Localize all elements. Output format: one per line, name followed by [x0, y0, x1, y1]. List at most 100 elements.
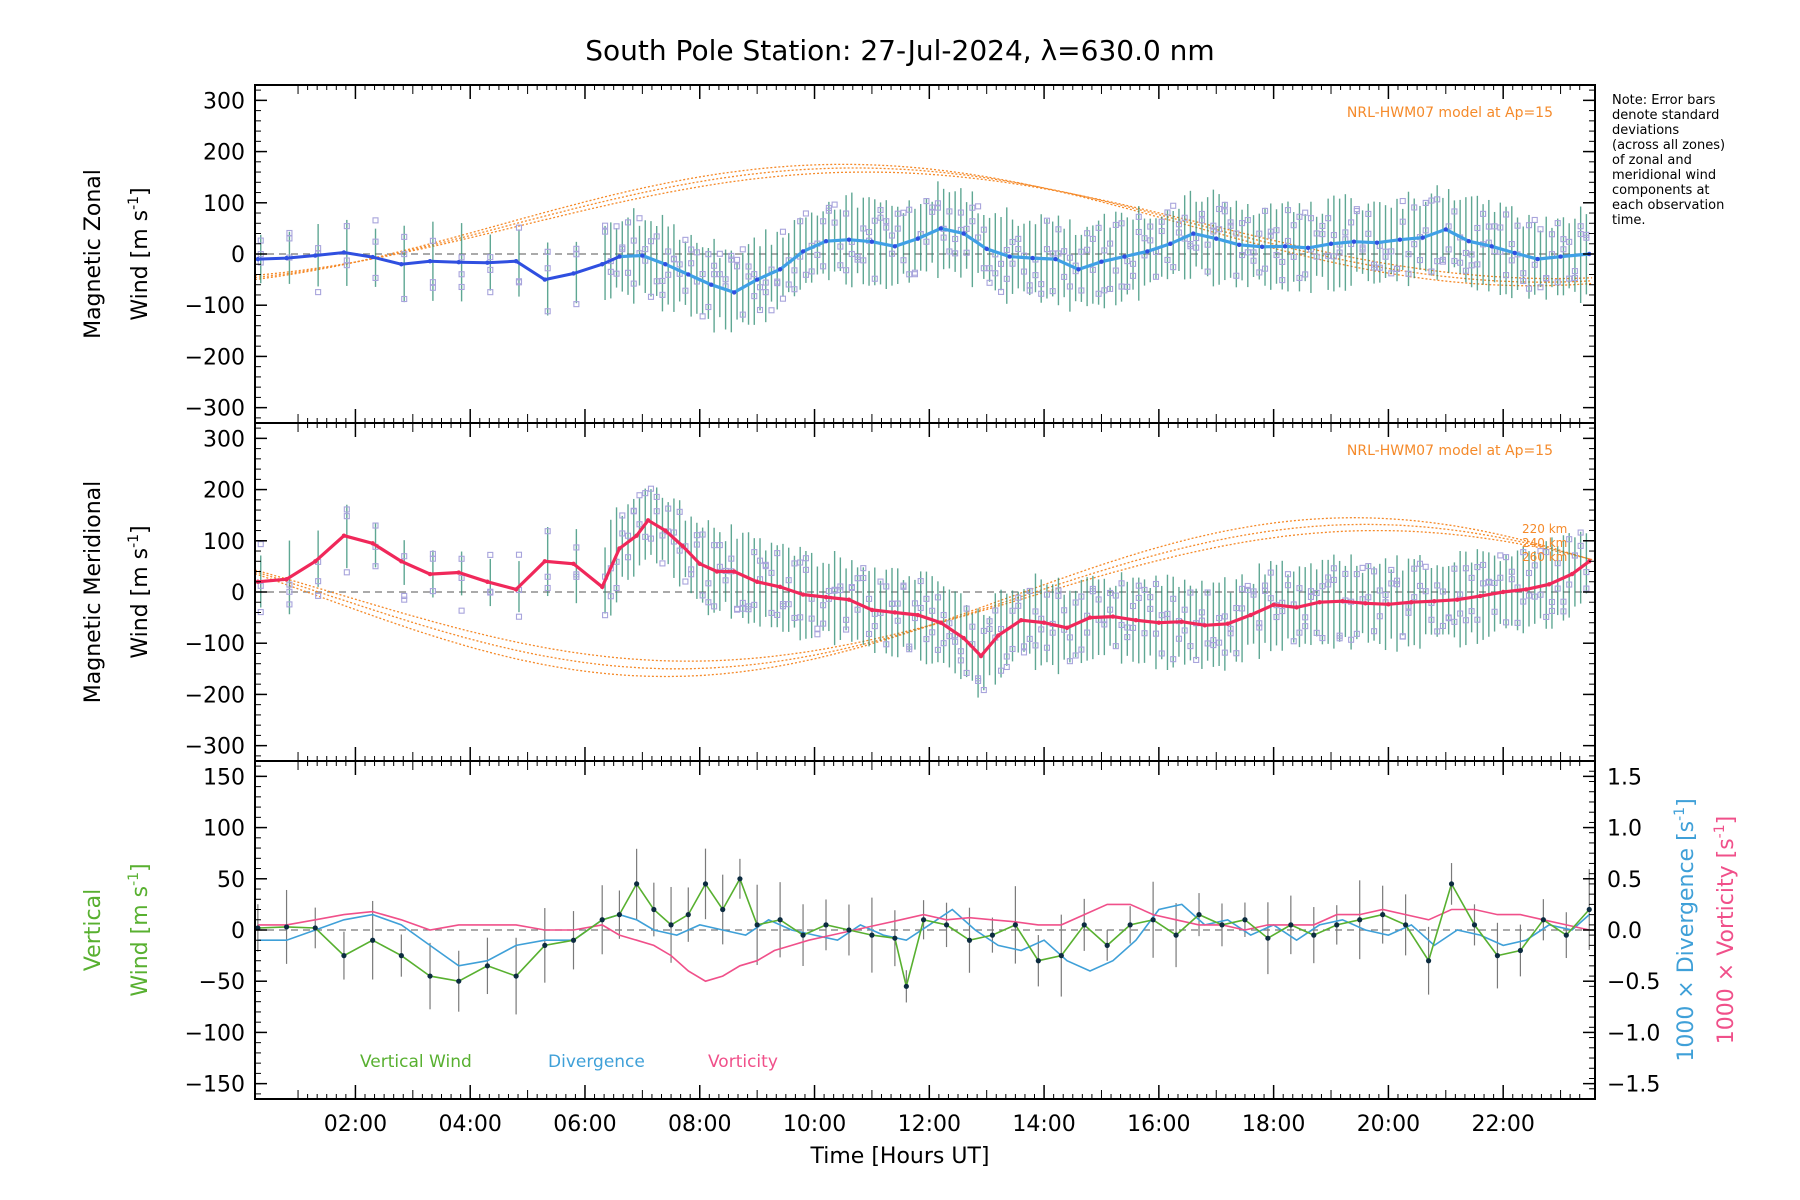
data-sample — [1560, 246, 1567, 253]
data-sample — [458, 254, 465, 261]
data-sample — [957, 657, 964, 664]
data-sample — [728, 252, 735, 259]
vertical-wind-point — [312, 925, 318, 931]
data-sample — [1302, 623, 1309, 630]
data-sample — [923, 595, 930, 602]
data-sample — [911, 269, 919, 276]
legend-item: Vorticity — [708, 1052, 778, 1072]
data-sample — [1273, 251, 1280, 259]
data-sample — [647, 293, 655, 300]
data-sample — [1267, 232, 1274, 239]
data-sample — [837, 583, 844, 590]
vertical-wind-point — [966, 937, 973, 943]
data-sample — [1520, 549, 1527, 556]
mean-point — [709, 282, 714, 287]
mean-point — [542, 277, 548, 282]
vertical-wind-point — [570, 937, 577, 943]
data-sample — [785, 577, 792, 584]
x-tick-label: 04:00 — [439, 1112, 502, 1137]
data-sample — [814, 251, 821, 258]
data-sample — [888, 600, 896, 607]
data-sample — [1233, 272, 1240, 279]
data-sample — [401, 592, 408, 600]
data-sample — [1055, 587, 1062, 594]
data-sample — [963, 249, 970, 256]
data-sample — [1457, 259, 1464, 266]
data-sample — [1566, 275, 1573, 282]
mean-point — [846, 237, 852, 242]
data-sample — [659, 560, 666, 567]
data-sample — [1296, 274, 1303, 282]
data-sample — [1261, 265, 1269, 272]
data-sample — [952, 638, 959, 645]
data-sample — [791, 614, 798, 621]
data-sample — [573, 571, 580, 578]
data-sample — [642, 246, 649, 253]
data-sample — [814, 625, 821, 632]
data-sample — [1112, 643, 1119, 650]
data-sample — [1508, 568, 1515, 575]
data-sample — [1531, 216, 1538, 224]
data-sample — [1210, 222, 1217, 229]
axis-title-text: 1000 × Vorticity [s — [1714, 838, 1739, 1044]
mean-point — [754, 277, 760, 282]
mean-point — [255, 256, 261, 262]
vertical-wind-point — [1058, 953, 1064, 959]
divergence-axis-title: 1000 × Divergence [s-1] — [1672, 798, 1699, 1061]
data-sample — [1325, 574, 1332, 581]
model-label: NRL-HWM07 model at Ap=15 — [1347, 443, 1553, 459]
data-sample — [682, 236, 689, 243]
data-sample — [1365, 230, 1372, 237]
data-sample — [992, 607, 999, 614]
data-sample — [1313, 230, 1320, 237]
data-sample — [762, 289, 769, 296]
mean-point — [777, 267, 783, 272]
data-sample — [1135, 582, 1142, 589]
data-sample — [1055, 226, 1062, 233]
data-sample — [1055, 250, 1062, 257]
y-tick-label: 50 — [217, 868, 245, 893]
data-sample — [1554, 220, 1561, 227]
data-sample — [1353, 206, 1360, 213]
data-sample — [1152, 630, 1160, 637]
data-sample — [980, 265, 987, 272]
data-sample — [1233, 230, 1240, 237]
mean-point — [777, 584, 783, 590]
data-sample — [1359, 246, 1366, 253]
data-sample — [1313, 629, 1320, 636]
y2-tick-label: 0.5 — [1607, 868, 1642, 893]
data-sample — [688, 260, 695, 267]
data-sample — [1250, 249, 1257, 256]
model-level-label: 220 km — [1522, 522, 1567, 536]
mean-point — [1271, 602, 1276, 608]
data-sample — [1514, 619, 1521, 626]
data-sample — [1003, 663, 1010, 671]
data-sample — [1319, 222, 1326, 230]
data-sample — [1210, 642, 1217, 649]
data-sample — [940, 640, 947, 647]
data-sample — [458, 271, 465, 278]
data-sample — [1445, 614, 1452, 621]
mean-point — [1236, 242, 1242, 247]
data-sample — [1198, 617, 1205, 624]
data-sample — [768, 307, 775, 314]
data-sample — [952, 235, 959, 243]
mean-point — [399, 262, 404, 267]
data-sample — [751, 549, 758, 556]
data-sample — [1548, 607, 1556, 615]
data-sample — [1502, 211, 1510, 218]
vertical-wind-point — [427, 973, 433, 979]
x-axis-label: Time [Hours UT] — [810, 1144, 990, 1169]
data-sample — [401, 295, 408, 303]
data-sample — [315, 245, 322, 252]
data-sample — [716, 563, 723, 570]
mean-point — [1317, 600, 1322, 605]
axis-title-close: ] — [1674, 798, 1699, 807]
data-sample — [343, 513, 350, 520]
mean-point — [571, 271, 576, 276]
data-sample — [1267, 569, 1274, 576]
data-sample — [1015, 602, 1022, 609]
data-sample — [1227, 630, 1234, 637]
data-sample — [1239, 605, 1246, 612]
model-level-label: 260 km — [1522, 550, 1567, 564]
